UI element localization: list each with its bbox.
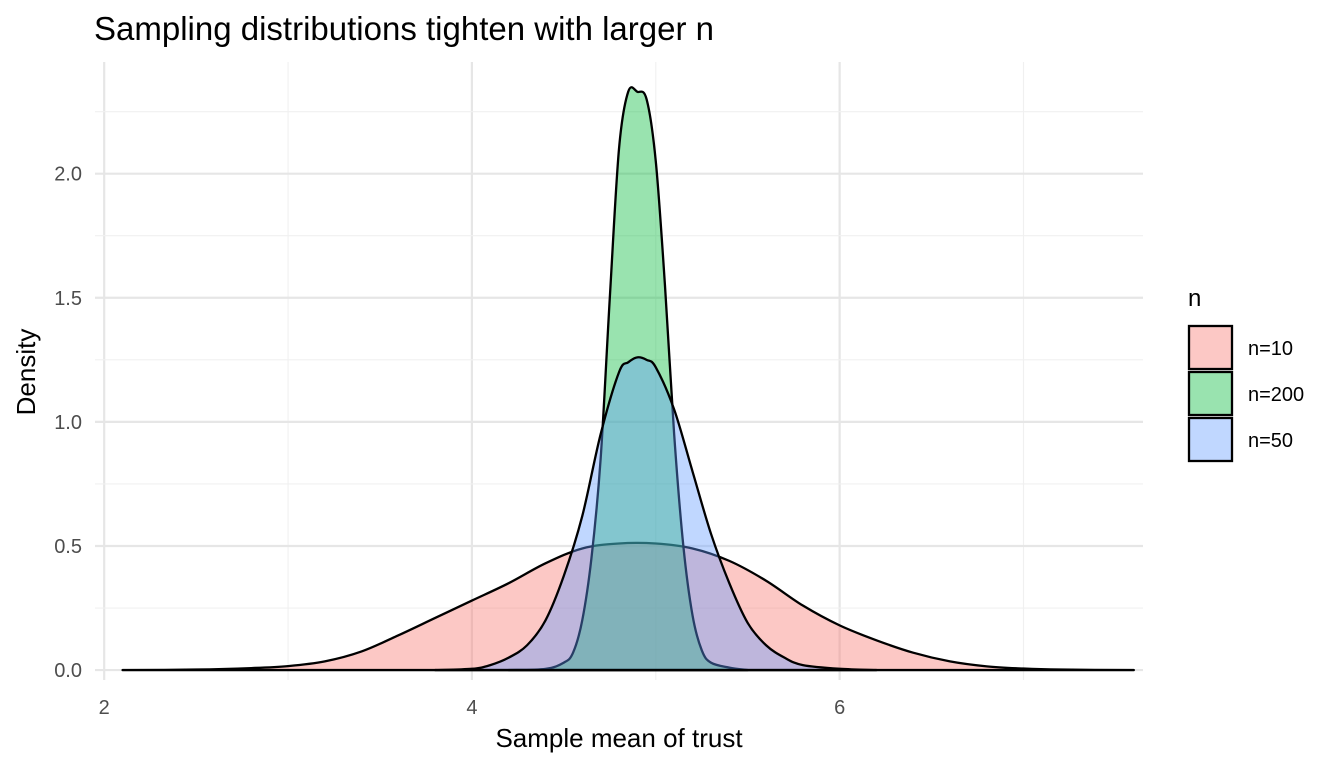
legend: n n=10 n=200 n=50: [1187, 285, 1304, 463]
legend-key-swatch: [1187, 416, 1234, 463]
y-axis-title: Density: [11, 329, 41, 416]
legend-title: n: [1188, 285, 1201, 312]
legend-label: n=10: [1248, 338, 1293, 360]
legend-key-swatch: [1187, 370, 1234, 417]
density-areas: [121, 86, 1135, 672]
x-axis-ticks: 2 4 6: [99, 697, 846, 719]
y-tick-label: 2.0: [54, 164, 82, 186]
chart-title: Sampling distributions tighten with larg…: [94, 10, 714, 47]
legend-label: n=50: [1248, 430, 1293, 452]
density-area-n-50: [433, 356, 878, 672]
y-tick-label: 0.5: [54, 536, 82, 558]
grid: [95, 62, 1143, 680]
x-tick-label: 4: [466, 697, 477, 719]
x-axis-title: Sample mean of trust: [495, 723, 743, 753]
legend-key-swatch: [1187, 324, 1234, 371]
density-area-n-10: [121, 541, 1135, 672]
y-tick-label: 0.0: [54, 660, 82, 682]
x-tick-label: 2: [99, 697, 110, 719]
y-axis-ticks: 0.0 0.5 1.0 1.5 2.0: [54, 164, 82, 682]
legend-label: n=200: [1248, 384, 1304, 406]
x-tick-label: 6: [834, 697, 845, 719]
density-area-n-200: [507, 86, 749, 672]
y-tick-label: 1.0: [54, 412, 82, 434]
y-tick-label: 1.5: [54, 288, 82, 310]
